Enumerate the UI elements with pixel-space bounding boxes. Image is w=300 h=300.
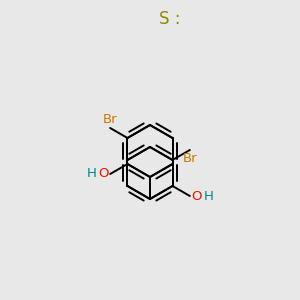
Text: O: O [191, 190, 201, 202]
Text: Br: Br [182, 152, 197, 165]
Text: H: H [86, 167, 96, 181]
Text: S :: S : [159, 11, 180, 28]
Text: H: H [204, 190, 214, 202]
Text: O: O [99, 167, 109, 181]
Text: Br: Br [103, 113, 118, 126]
